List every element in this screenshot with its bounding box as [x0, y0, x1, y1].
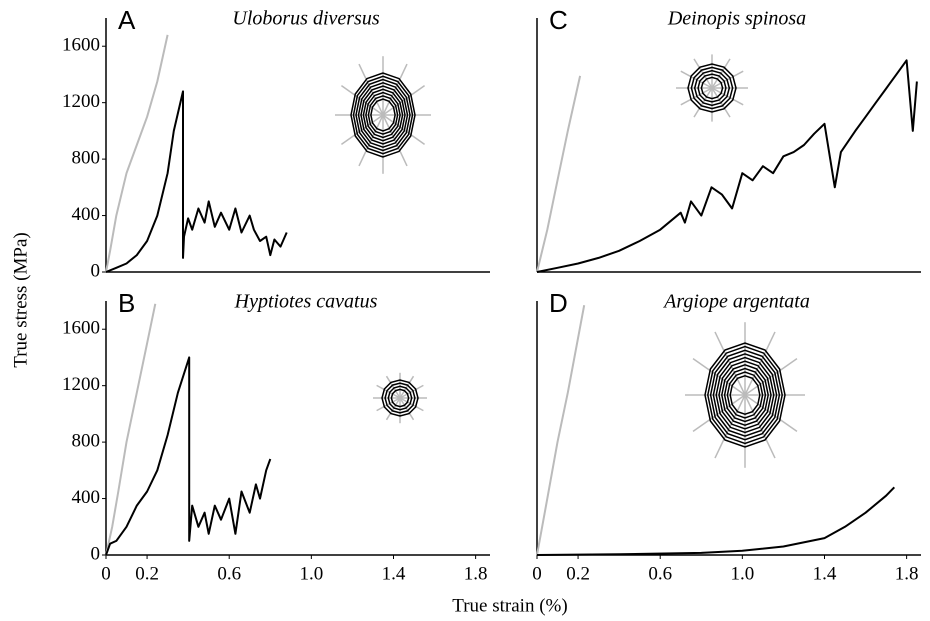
web-spiral — [726, 371, 764, 419]
x-axis-label: True strain (%) — [452, 595, 567, 616]
y-tick-label: 0 — [91, 543, 101, 564]
web-spiral — [700, 76, 724, 100]
web-spiral — [352, 75, 414, 155]
panel-title: Hyptiotes cavatus — [234, 291, 378, 313]
series-line — [536, 305, 586, 556]
web-spiral — [365, 91, 401, 139]
y-tick-label: 800 — [72, 147, 101, 168]
web-radius — [376, 384, 401, 399]
y-tick-label: 1600 — [62, 318, 100, 339]
web-spiral — [718, 360, 772, 430]
x-tick-label: 1.4 — [382, 563, 406, 584]
web-spiral — [687, 63, 737, 113]
web-radius — [692, 357, 746, 396]
x-tick-label: 0.6 — [648, 563, 672, 584]
y-tick-label: 400 — [72, 204, 101, 225]
x-tick-label: 1.0 — [730, 563, 754, 584]
series-line — [105, 356, 272, 556]
web-spiral — [362, 88, 404, 142]
web-spiral — [693, 69, 731, 107]
x-tick-label: 0.2 — [566, 563, 590, 584]
y-tick-label: 800 — [72, 430, 101, 451]
x-tick-label: 1.0 — [299, 563, 323, 584]
x-tick-label: 0.6 — [217, 563, 241, 584]
y-tick-label: 0 — [91, 260, 101, 281]
series-line — [536, 59, 918, 273]
panel-letter: B — [118, 288, 135, 318]
web-radius — [399, 384, 424, 399]
web-spiral — [709, 349, 781, 441]
web-spiral — [370, 98, 396, 132]
series-line — [536, 486, 896, 556]
web-spiral — [357, 82, 409, 148]
series-line — [105, 34, 169, 273]
web-spiral — [712, 353, 778, 437]
web-spiral — [697, 73, 727, 103]
x-tick-label: 0 — [532, 563, 542, 584]
panel-title: Deinopis spinosa — [667, 8, 806, 30]
web-spiral — [715, 356, 775, 434]
web-spiral — [350, 72, 416, 158]
web-radius — [385, 397, 401, 421]
web-radius — [399, 375, 415, 399]
web-spiral — [360, 85, 406, 145]
web-radius — [399, 397, 424, 412]
web-spiral — [723, 367, 767, 423]
web-radius — [358, 63, 384, 116]
web-radius — [744, 394, 798, 433]
web-spiral — [690, 66, 734, 110]
web-spiral — [729, 375, 761, 415]
panel-letter: C — [549, 5, 568, 35]
web-spiral — [390, 388, 410, 408]
series-line — [105, 90, 288, 273]
web-spiral — [721, 364, 769, 426]
web-spiral — [367, 95, 399, 135]
web-radius — [399, 397, 415, 421]
web-radius — [358, 114, 384, 167]
web-radius — [385, 375, 401, 399]
web-radius — [744, 357, 798, 396]
web-radius — [382, 63, 408, 116]
web-spiral — [387, 385, 413, 411]
panel-title: Argiope argentata — [662, 291, 810, 313]
web-radius — [376, 397, 401, 412]
web-spiral — [355, 78, 411, 152]
web-spiral — [704, 342, 786, 448]
x-tick-label: 0 — [101, 563, 111, 584]
y-tick-label: 1600 — [62, 35, 100, 56]
x-tick-label: 1.4 — [813, 563, 837, 584]
web-spiral — [381, 379, 419, 417]
y-axis-label: True stress (MPa) — [10, 232, 31, 367]
x-tick-label: 1.8 — [895, 563, 919, 584]
panel-title: Uloborus diversus — [232, 8, 379, 30]
x-tick-label: 0.2 — [135, 563, 159, 584]
y-tick-label: 1200 — [62, 91, 100, 112]
y-tick-label: 1200 — [62, 374, 100, 395]
panel-letter: D — [549, 288, 568, 318]
series-line — [105, 303, 157, 556]
x-tick-label: 1.8 — [464, 563, 488, 584]
web-spiral — [384, 382, 416, 414]
y-tick-label: 400 — [72, 487, 101, 508]
panel-letter: A — [118, 5, 136, 35]
web-radius — [692, 394, 746, 433]
web-radius — [382, 114, 408, 167]
web-spiral — [707, 345, 783, 445]
series-line — [536, 75, 582, 273]
